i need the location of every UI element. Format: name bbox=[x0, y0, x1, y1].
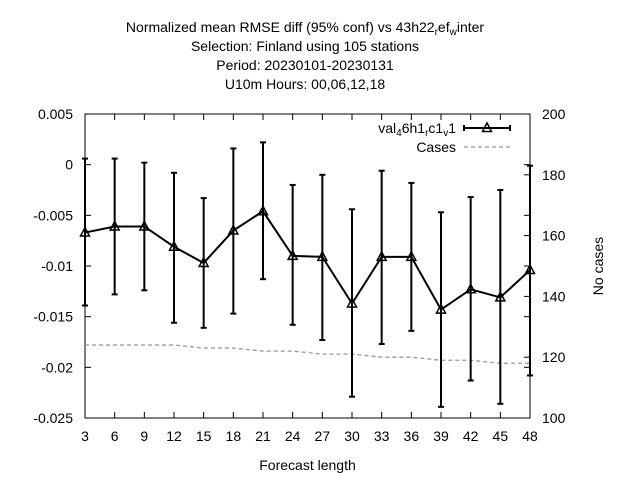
data-point bbox=[405, 250, 418, 262]
data-point bbox=[375, 250, 388, 262]
legend-marker bbox=[481, 121, 493, 133]
series-cases bbox=[85, 344, 530, 364]
x-tick-label: 21 bbox=[255, 428, 271, 444]
data-point bbox=[168, 240, 180, 251]
y-tick-label: -0.025 bbox=[33, 410, 73, 426]
x-tick-label: 30 bbox=[344, 428, 360, 444]
data-point bbox=[286, 249, 299, 261]
x-tick-label: 24 bbox=[285, 428, 301, 444]
data-point bbox=[494, 290, 507, 302]
x-tick-label: 33 bbox=[374, 428, 390, 444]
x-tick-label: 12 bbox=[166, 428, 182, 444]
x-tick-label: 45 bbox=[493, 428, 509, 444]
x-tick-label: 6 bbox=[111, 428, 119, 444]
y2-tick-label: 160 bbox=[542, 228, 566, 244]
y-tick-label: 0 bbox=[65, 157, 73, 173]
y2-axis: 200 180 160 140 120 100 bbox=[524, 106, 566, 426]
data-point bbox=[524, 263, 536, 275]
legend-label-cases: Cases bbox=[416, 139, 456, 155]
chart-title-line: U10m Hours: 00,06,12,18 bbox=[225, 76, 386, 92]
y-tick-label: -0.015 bbox=[33, 309, 73, 325]
y2-tick-label: 120 bbox=[542, 349, 566, 365]
data-point bbox=[227, 223, 240, 235]
y2-axis-label: No cases bbox=[590, 237, 606, 295]
y2-tick-label: 140 bbox=[542, 288, 566, 304]
y-tick-label: -0.005 bbox=[33, 207, 73, 223]
cases-line bbox=[85, 344, 530, 364]
series-main bbox=[79, 141, 536, 408]
data-point bbox=[346, 296, 358, 308]
legend-label-main: val46h1rc1v1 bbox=[378, 120, 456, 139]
x-tick-label: 3 bbox=[81, 428, 89, 444]
data-point bbox=[464, 282, 477, 294]
x-tick-label: 9 bbox=[140, 428, 148, 444]
plot-frame bbox=[84, 113, 531, 419]
data-point bbox=[138, 219, 151, 231]
data-point bbox=[197, 256, 210, 268]
x-tick-label: 36 bbox=[404, 428, 420, 444]
y-tick-label: 0.005 bbox=[38, 106, 73, 122]
chart-title-line: Normalized mean RMSE diff (95% conf) vs … bbox=[126, 19, 484, 38]
data-point bbox=[435, 302, 447, 314]
data-point bbox=[108, 219, 121, 231]
y2-tick-label: 180 bbox=[542, 167, 566, 183]
x-tick-label: 15 bbox=[196, 428, 212, 444]
x-axis-label: Forecast length bbox=[259, 457, 356, 473]
y2-tick-label: 100 bbox=[542, 410, 566, 426]
x-tick-label: 39 bbox=[433, 428, 449, 444]
y-tick-label: -0.01 bbox=[41, 258, 73, 274]
data-point bbox=[257, 204, 269, 216]
x-tick-label: 27 bbox=[315, 428, 331, 444]
x-tick-label: 48 bbox=[522, 428, 538, 444]
data-point bbox=[79, 225, 91, 237]
y-tick-label: -0.02 bbox=[41, 359, 73, 375]
chart-title: Normalized mean RMSE diff (95% conf) vs … bbox=[126, 19, 484, 92]
x-tick-label: 18 bbox=[226, 428, 242, 444]
main-line bbox=[84, 209, 531, 312]
chart-title-line: Selection: Finland using 105 stations bbox=[191, 38, 419, 54]
x-axis: 3 6 9 12 15 18 21 24 27 30 33 36 39 42 45 48 bbox=[81, 114, 538, 444]
data-point bbox=[316, 250, 329, 262]
chart-title-line: Period: 20230101-20230131 bbox=[216, 57, 394, 73]
y-axis: 0.005 0 -0.005 -0.01 -0.015 -0.02 -0.025 bbox=[33, 106, 530, 426]
x-tick-label: 42 bbox=[463, 428, 479, 444]
y2-tick-label: 200 bbox=[542, 106, 566, 122]
